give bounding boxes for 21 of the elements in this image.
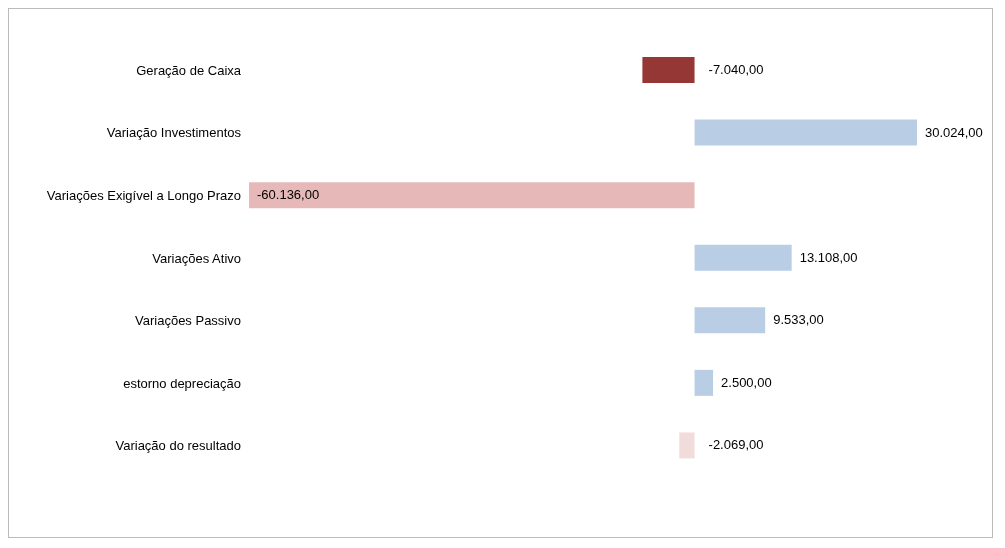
data-label: -60.136,00 [257, 187, 320, 203]
y-tick-label: Variação Investimentos [106, 125, 242, 141]
y-tick-label: estorno depreciação [123, 375, 241, 391]
bar [642, 57, 695, 83]
data-label: 9.533,00 [773, 312, 824, 328]
bar [694, 244, 792, 271]
data-label: 30.024,00 [925, 124, 983, 140]
y-tick-label: Variação do resultado [115, 438, 241, 454]
data-label: -2.069,00 [708, 437, 764, 453]
data-label: 13.108,00 [799, 249, 858, 265]
bar [249, 182, 695, 209]
y-tick-label: Geração de Caixa [136, 62, 242, 78]
bar [679, 432, 695, 459]
bar [694, 307, 766, 334]
bar [694, 369, 714, 396]
y-tick-label: Variações Ativo [152, 250, 241, 266]
y-tick-label: Variações Exigível a Longo Prazo [46, 188, 241, 204]
data-label: -7.040,00 [708, 62, 764, 77]
data-label: 2.500,00 [721, 374, 772, 390]
bar [694, 119, 917, 146]
y-tick-label: Variações Passivo [135, 313, 241, 329]
